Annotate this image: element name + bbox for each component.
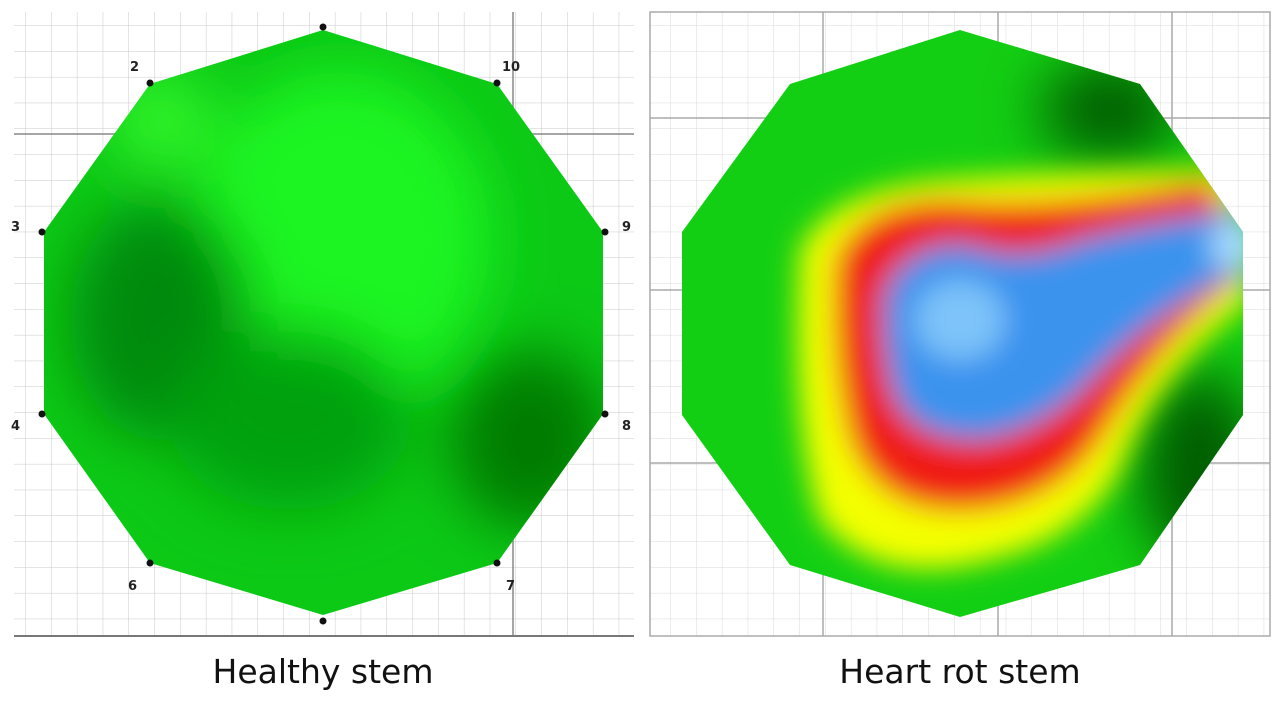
sensor-label: 4 [11, 419, 20, 434]
healthy-stem-map [44, 30, 603, 615]
sensor-label: 6 [128, 579, 137, 594]
sensor-label: 2 [130, 60, 139, 75]
sensor-label: 9 [622, 220, 631, 235]
sensor-label: 3 [11, 220, 20, 235]
sensor-label: 8 [622, 419, 631, 434]
healthy-stem-caption: Healthy stem [212, 652, 434, 691]
sensor-label: 7 [506, 579, 515, 594]
healthy-sensor-dots [38, 23, 609, 625]
sensor-label: 10 [502, 60, 520, 75]
heart-rot-stem-caption: Heart rot stem [839, 652, 1081, 691]
